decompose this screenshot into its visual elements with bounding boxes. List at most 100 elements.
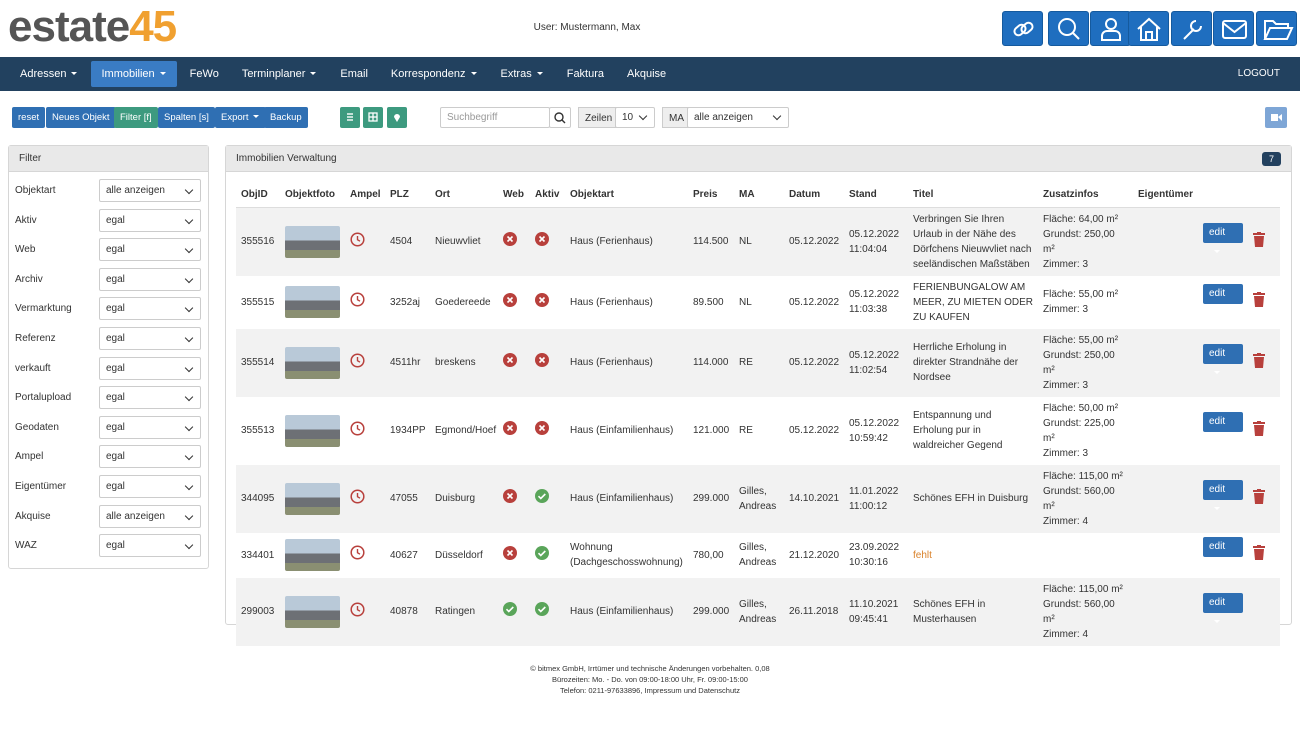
delete-cell <box>1248 533 1280 578</box>
filter-select[interactable]: egal <box>99 208 201 232</box>
filter-select[interactable]: egal <box>99 238 201 262</box>
nav-label: FeWo <box>189 68 219 80</box>
nav-item[interactable]: Akquise <box>617 61 676 87</box>
column-header: Titel <box>908 182 1038 208</box>
delete-button[interactable] <box>1253 231 1265 250</box>
delete-cell <box>1248 397 1280 465</box>
filter-select[interactable]: egal <box>99 297 201 321</box>
delete-button[interactable] <box>1253 488 1265 507</box>
user-button[interactable] <box>1090 11 1131 46</box>
info-line: Fläche: 115,00 m² <box>1043 470 1123 482</box>
stand-cell: 05.12.2022 11:03:38 <box>849 289 900 315</box>
edit-cell: edit <box>1198 328 1248 397</box>
delete-cell <box>1248 207 1280 276</box>
zusatzinfos-cell: Fläche: 64,00 m² Grundst: 250,00 m² Zimmer… <box>1038 207 1133 276</box>
footer-line: © bitmex GmbH, Irrtümer und technische Ä… <box>530 664 770 673</box>
search-input[interactable]: Suchbegriff <box>440 107 550 128</box>
delete-button[interactable] <box>1253 352 1265 371</box>
filter-select[interactable]: egal <box>99 445 201 469</box>
ma-cell: Gilles, Andreas <box>734 464 784 533</box>
nav-item[interactable]: Korrespondenz <box>381 61 488 87</box>
edit-cell: edit <box>1198 207 1248 276</box>
filter-row: Archiv egal <box>15 267 207 292</box>
edit-button[interactable]: edit <box>1203 412 1243 442</box>
link-button[interactable] <box>1002 11 1043 46</box>
search-button[interactable] <box>1048 11 1089 46</box>
aktiv-cell <box>530 207 565 276</box>
toolbar-button[interactable]: Spalten [s] <box>158 107 215 128</box>
ma-select[interactable]: alle anzeigen <box>687 107 789 128</box>
filter-select[interactable]: egal <box>99 356 201 380</box>
filter-select[interactable]: alle anzeigen <box>99 504 201 528</box>
titel-cell: FERIENBUNGALOW AM MEER, ZU MIETEN ODER Z… <box>913 281 1034 323</box>
edit-button[interactable]: edit <box>1203 536 1243 567</box>
filter-select[interactable]: egal <box>99 415 201 439</box>
filter-select[interactable]: egal <box>99 534 201 558</box>
column-header: MA <box>734 182 784 208</box>
aktiv-cell <box>530 464 565 533</box>
grid-view-button[interactable] <box>363 107 383 128</box>
user-label: User: Mustermann, Max <box>533 22 641 33</box>
button-label: Export <box>221 112 249 123</box>
ma-cell: RE <box>739 425 753 436</box>
map-view-button[interactable] <box>387 107 407 128</box>
filter-select[interactable]: egal <box>99 327 201 350</box>
filter-value: alle anzeigen <box>106 185 165 196</box>
delete-button[interactable] <box>1253 420 1265 439</box>
filter-select[interactable]: alle anzeigen <box>99 179 201 202</box>
filter-select[interactable]: egal <box>99 267 201 291</box>
edit-button[interactable]: edit <box>1203 283 1243 314</box>
toolbar-button[interactable]: reset <box>12 107 46 128</box>
titel-cell: Schönes EFH in Duisburg <box>908 464 1038 533</box>
toolbar-button[interactable]: Filter [f] <box>114 107 158 128</box>
list-view-button[interactable] <box>340 107 360 128</box>
plz-cell: 4504 <box>385 207 430 276</box>
folder-button[interactable] <box>1256 11 1297 46</box>
filter-row: Aktiv egal <box>15 208 207 233</box>
photo-cell <box>280 276 345 329</box>
nav-item[interactable]: Terminplaner <box>232 61 328 87</box>
logout-link[interactable]: LOGOUT <box>1237 68 1280 79</box>
filter-select[interactable]: egal <box>99 475 201 498</box>
rows-select[interactable]: 10 <box>615 107 655 128</box>
nav-label: Immobilien <box>101 68 155 80</box>
edit-button[interactable]: edit <box>1203 223 1243 253</box>
web-cell <box>498 577 530 646</box>
delete-cell <box>1248 464 1280 533</box>
filter-row: Geodaten egal <box>15 415 207 440</box>
tools-button[interactable] <box>1171 11 1212 46</box>
ort-cell: Nieuwvliet <box>430 207 498 276</box>
toolbar-button[interactable]: Neues Objekt <box>46 107 116 128</box>
nav-item[interactable]: Email <box>330 61 378 87</box>
search-submit[interactable] <box>549 107 571 128</box>
nav-item[interactable]: Extras <box>491 61 554 87</box>
info-line: Fläche: 50,00 m² <box>1043 402 1119 414</box>
edit-button[interactable]: edit <box>1203 480 1243 510</box>
home-button[interactable] <box>1128 11 1169 46</box>
edit-cell: edit <box>1198 577 1248 646</box>
logo[interactable]: estate45 <box>8 2 177 52</box>
column-header: Eigentümer <box>1133 182 1198 208</box>
mail-button[interactable] <box>1213 11 1254 46</box>
ampel-cell <box>345 464 385 533</box>
nav-item[interactable]: Immobilien <box>91 61 177 87</box>
table-row: 355514 4511hr breskens Haus (Ferienhaus) 114… <box>236 328 1280 397</box>
delete-button[interactable] <box>1253 292 1265 310</box>
datum-cell: 05.12.2022 <box>789 296 840 308</box>
delete-button[interactable] <box>1253 545 1265 563</box>
edit-button[interactable]: edit <box>1203 344 1243 374</box>
toolbar-button[interactable]: Backup <box>264 107 308 128</box>
toolbar-button[interactable]: Export <box>215 107 267 128</box>
stand-cell: 05.12.2022 11:02:54 <box>844 328 908 397</box>
filter-select[interactable]: egal <box>99 386 201 410</box>
ma-value: alle anzeigen <box>694 112 753 123</box>
nav-item[interactable]: Faktura <box>557 61 614 87</box>
video-button[interactable] <box>1265 107 1287 128</box>
edit-button[interactable]: edit <box>1203 593 1243 623</box>
nav-item[interactable]: FeWo <box>180 61 229 87</box>
zusatzinfos-cell: Fläche: 50,00 m² Grundst: 225,00 m² Zimmer… <box>1038 397 1133 465</box>
filter-value: egal <box>106 362 125 374</box>
edit-label: edit <box>1209 484 1226 495</box>
nav-item[interactable]: Adressen <box>10 61 88 87</box>
nav-label: Faktura <box>566 68 605 80</box>
